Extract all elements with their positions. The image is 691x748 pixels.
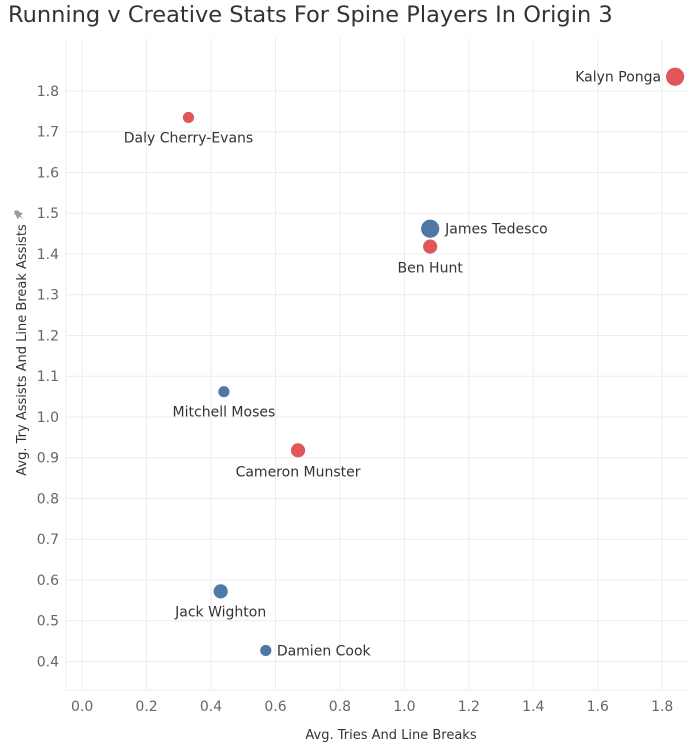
y-tick-label: 1.8 [37, 84, 59, 100]
data-point-damien-cook[interactable] [259, 644, 273, 657]
x-tick-label: 1.6 [587, 699, 609, 715]
data-point-cameron-munster[interactable] [290, 442, 306, 459]
x-axis-ticks: 0.0 0.2 0.4 0.6 0.8 1.0 1.2 1.4 1.6 1.8 [71, 699, 673, 715]
data-label-jack-wighton: Jack Wighton [174, 604, 266, 620]
data-point-james-tedesco[interactable] [420, 218, 441, 239]
y-tick-label: 0.9 [37, 451, 59, 467]
data-label-damien-cook: Damien Cook [277, 643, 372, 659]
grid-lines [65, 38, 688, 691]
y-tick-label: 0.5 [37, 614, 59, 630]
chart-title: Running v Creative Stats For Spine Playe… [8, 2, 613, 28]
x-tick-label: 1.0 [393, 699, 415, 715]
y-tick-label: 1.5 [37, 206, 59, 222]
x-tick-label: 0.0 [71, 699, 93, 715]
data-point-ben-hunt[interactable] [422, 238, 439, 255]
y-axis-title-group: Avg. Try Assists And Line Break Assists [12, 208, 30, 476]
x-tick-label: 1.2 [458, 699, 480, 715]
data-label-daly-cherry-evans: Daly Cherry-Evans [124, 130, 253, 146]
data-label-mitchell-moses: Mitchell Moses [173, 405, 276, 421]
y-tick-label: 1.6 [37, 165, 59, 181]
data-label-james-tedesco: James Tedesco [444, 222, 548, 238]
x-tick-label: 1.8 [651, 699, 673, 715]
x-tick-label: 0.8 [329, 699, 351, 715]
x-tick-label: 1.4 [522, 699, 544, 715]
x-tick-label: 0.4 [200, 699, 222, 715]
y-tick-label: 0.8 [37, 491, 59, 507]
data-label-ben-hunt: Ben Hunt [398, 261, 464, 277]
y-tick-label: 1.2 [37, 328, 59, 344]
x-tick-label: 0.6 [264, 699, 286, 715]
data-point-daly-cherry-evans[interactable] [182, 111, 195, 124]
pin-icon[interactable] [12, 208, 27, 223]
x-axis-title: Avg. Tries And Line Breaks [305, 728, 476, 743]
y-axis-ticks: 0.4 0.5 0.6 0.7 0.8 0.9 1.0 1.1 1.2 1.3 1.4 1.5 1.6 1… [37, 84, 59, 670]
y-tick-label: 1.0 [37, 410, 59, 426]
data-label-kalyn-ponga: Kalyn Ponga [575, 70, 661, 86]
y-tick-label: 0.4 [37, 654, 59, 670]
y-tick-label: 1.1 [37, 369, 59, 385]
data-points [182, 66, 686, 657]
data-labels: Kalyn Ponga Daly Cherry-Evans James Tedesc… [124, 70, 661, 660]
y-tick-label: 1.4 [37, 247, 59, 263]
data-point-jack-wighton[interactable] [212, 583, 229, 600]
data-point-mitchell-moses[interactable] [217, 385, 231, 399]
y-tick-label: 1.3 [37, 288, 59, 304]
y-tick-label: 0.6 [37, 573, 59, 589]
y-tick-label: 1.7 [37, 125, 59, 141]
data-point-kalyn-ponga[interactable] [665, 66, 686, 87]
y-axis-title: Avg. Try Assists And Line Break Assists [15, 224, 30, 476]
y-tick-label: 0.7 [37, 532, 59, 548]
data-label-cameron-munster: Cameron Munster [236, 464, 361, 480]
x-tick-label: 0.2 [135, 699, 157, 715]
